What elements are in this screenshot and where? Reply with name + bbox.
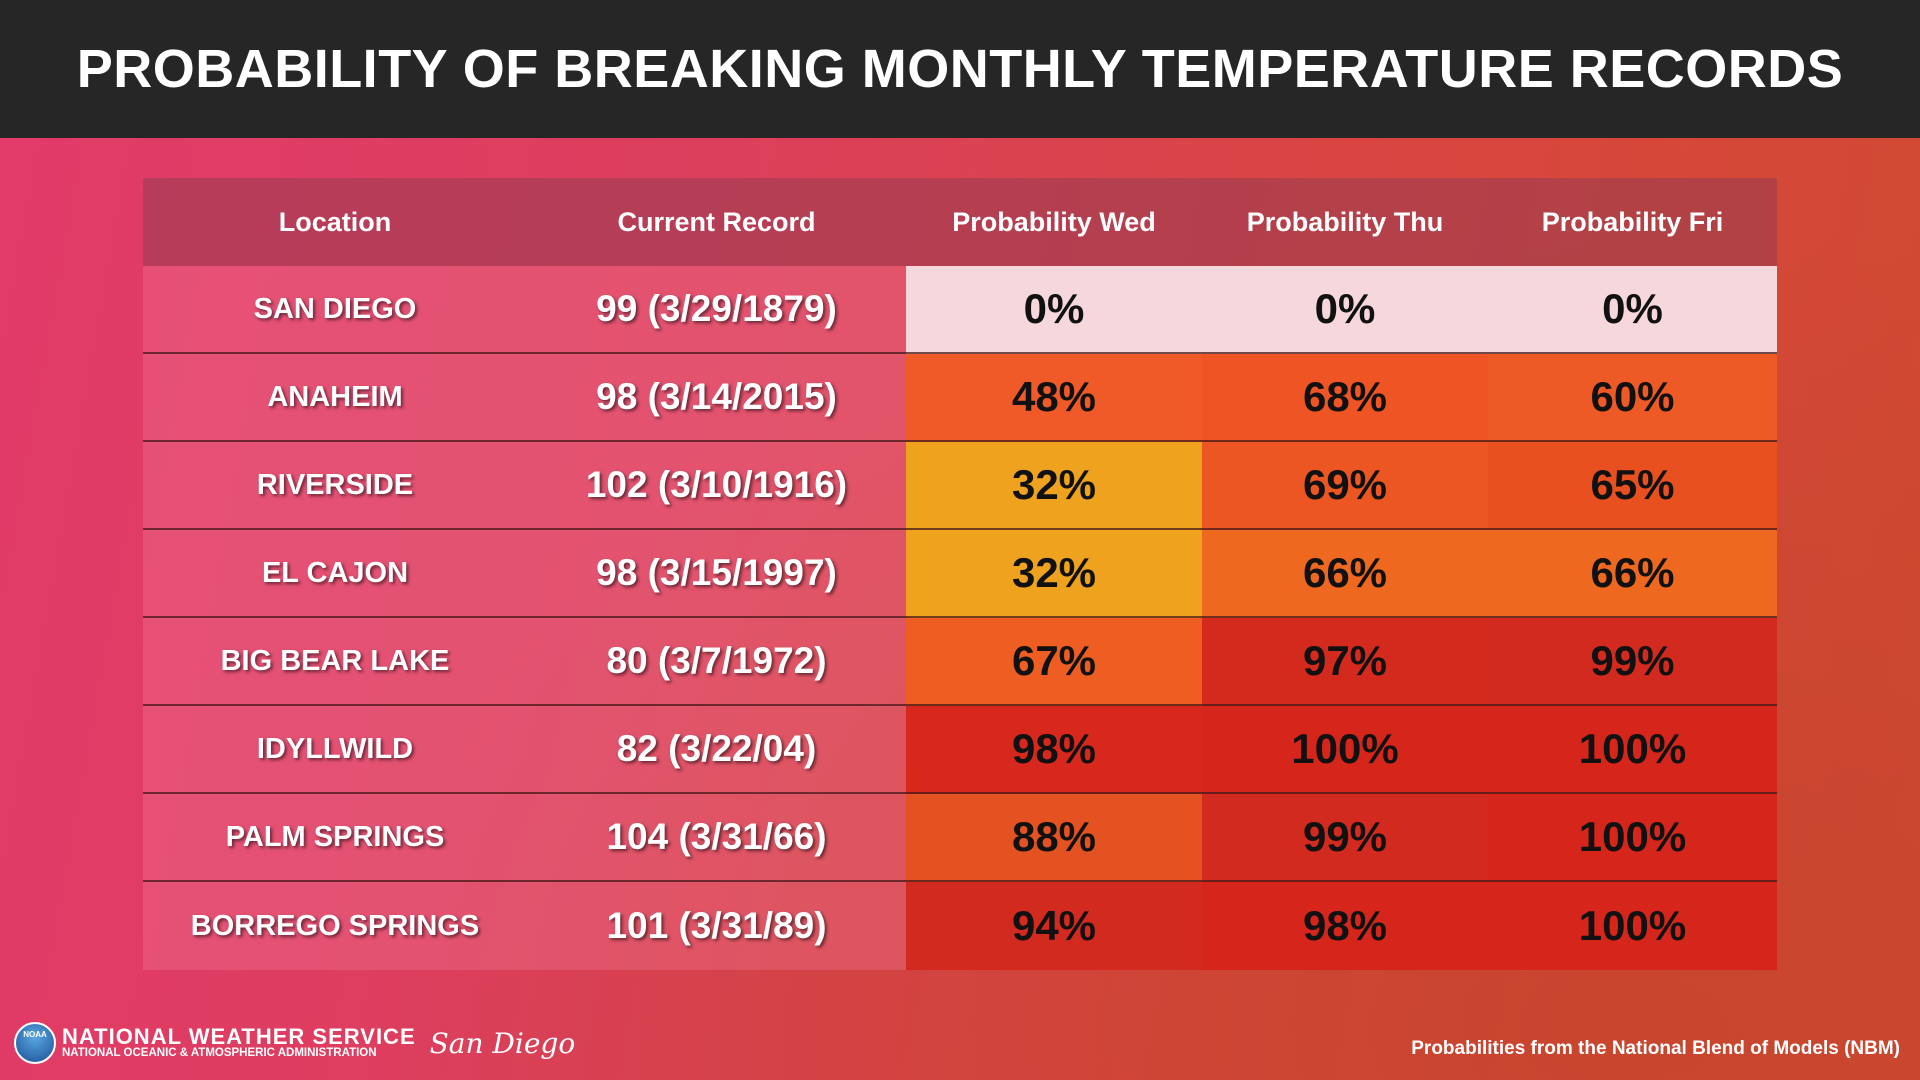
parent-agency: NATIONAL OCEANIC & ATMOSPHERIC ADMINISTR…	[62, 1047, 377, 1060]
current-record: 99 (3/29/1879)	[527, 266, 906, 354]
office: San Diego	[429, 1026, 576, 1060]
probability: 88%	[906, 794, 1202, 882]
current-record: 82 (3/22/04)	[527, 706, 906, 794]
location: BIG BEAR LAKE	[143, 618, 527, 706]
probability: 99%	[1488, 618, 1777, 706]
probability: 68%	[1202, 354, 1488, 442]
location: RIVERSIDE	[143, 442, 527, 530]
source-note: Probabilities from the National Blend of…	[1411, 1038, 1900, 1059]
probability: 98%	[906, 706, 1202, 794]
column-header: Probability Fri	[1488, 178, 1777, 266]
probability: 97%	[1202, 618, 1488, 706]
agency: NATIONAL WEATHER SERVICE NATIONAL OCEANI…	[62, 1026, 416, 1060]
current-record: 98 (3/14/2015)	[527, 354, 906, 442]
probability: 69%	[1202, 442, 1488, 530]
probability: 0%	[1488, 266, 1777, 354]
probability: 66%	[1202, 530, 1488, 618]
title: PROBABILITY OF BREAKING MONTHLY TEMPERAT…	[76, 39, 1844, 99]
current-record: 98 (3/15/1997)	[527, 530, 906, 618]
location: ANAHEIM	[143, 354, 527, 442]
probability: 65%	[1488, 442, 1777, 530]
probability: 0%	[1202, 266, 1488, 354]
column-header: Current Record	[527, 178, 906, 266]
agency-name: NATIONAL WEATHER SERVICE	[62, 1024, 416, 1050]
current-record: 101 (3/31/89)	[527, 882, 906, 970]
probability: 32%	[906, 530, 1202, 618]
location: BORREGO SPRINGS	[143, 882, 527, 970]
table: Location Current Record Probability Wed Pro…	[143, 178, 1777, 970]
location: IDYLLWILD	[143, 706, 527, 794]
probability: 99%	[1202, 794, 1488, 882]
location: EL CAJON	[143, 530, 527, 618]
probability: 100%	[1202, 706, 1488, 794]
probability: 100%	[1488, 794, 1777, 882]
title-bar: PROBABILITY OF BREAKING MONTHLY TEMPERAT…	[0, 0, 1920, 138]
footer-logo: NOAA NATIONAL WEATHER SERVICE NATIONAL O…	[14, 1022, 575, 1064]
probability: 48%	[906, 354, 1202, 442]
probability: 100%	[1488, 882, 1777, 970]
probability: 60%	[1488, 354, 1777, 442]
probability: 66%	[1488, 530, 1777, 618]
probability: 98%	[1202, 882, 1488, 970]
noaa-logo: NOAA	[14, 1022, 56, 1064]
current-record: 102 (3/10/1916)	[527, 442, 906, 530]
column-header: Probability Thu	[1202, 178, 1488, 266]
current-record: 104 (3/31/66)	[527, 794, 906, 882]
probability: 67%	[906, 618, 1202, 706]
probability: 32%	[906, 442, 1202, 530]
probability: 100%	[1488, 706, 1777, 794]
location: SAN DIEGO	[143, 266, 527, 354]
column-header: Location	[143, 178, 527, 266]
probability: 0%	[906, 266, 1202, 354]
column-header: Probability Wed	[906, 178, 1202, 266]
current-record: 80 (3/7/1972)	[527, 618, 906, 706]
probability: 94%	[906, 882, 1202, 970]
location: PALM SPRINGS	[143, 794, 527, 882]
